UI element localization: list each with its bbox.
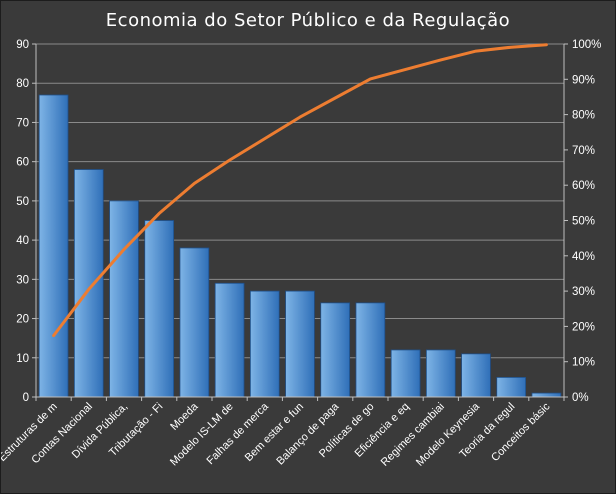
bar [38,94,69,398]
right-tick-label: 70% [572,145,595,157]
category-label: Contas Nacional [29,401,95,467]
category-label: Modelo IS-LM de [168,401,236,469]
left-tick-label: 80 [16,78,29,90]
left-tick-label: 90 [16,39,29,51]
bar [390,349,421,398]
left-tick-label: 60 [16,157,29,169]
bar [320,302,351,398]
bar [531,392,562,398]
left-tick-label: 0 [23,392,29,404]
bar [461,353,491,398]
bar [179,247,210,398]
bar [355,302,386,398]
cumulative-line [52,43,548,338]
left-tick-label: 40 [16,235,29,247]
category-label: Modelo Keynesia [414,400,483,469]
left-tick-label: 70 [16,117,29,129]
left-tick-label: 20 [16,314,29,326]
bar [109,200,139,398]
category-label: Balanço de paga [274,400,341,467]
right-tick-label: 60% [572,180,595,192]
bar [496,376,527,398]
right-tick-label: 90% [572,74,595,86]
bar [214,282,245,398]
bars [38,94,562,398]
right-tick-label: 20% [572,321,595,333]
right-tick-label: 100% [572,39,601,51]
bar [73,169,104,398]
left-tick-label: 10 [16,353,29,365]
left-tick-label: 30 [16,274,29,286]
right-tick-label: 80% [572,110,595,122]
cumulative-percent-line [52,43,548,338]
right-tick-label: 50% [572,216,595,228]
axes [32,43,568,401]
bar [144,220,175,398]
right-tick-label: 10% [572,357,595,369]
left-tick-label: 50 [16,196,29,208]
bar [285,290,315,398]
category-label: Moeda [168,400,201,433]
category-label: Falhas de merca [204,400,271,467]
right-tick-label: 40% [572,251,595,263]
chart-title: Economia do Setor Público e da Regulação [106,10,510,31]
right-tick-label: 0% [572,392,589,404]
bar [425,349,456,398]
category-label: Regimes cambiai [379,401,447,469]
right-tick-label: 30% [572,286,595,298]
bar [249,290,280,398]
category-label: Estruturas de m [1,401,60,464]
